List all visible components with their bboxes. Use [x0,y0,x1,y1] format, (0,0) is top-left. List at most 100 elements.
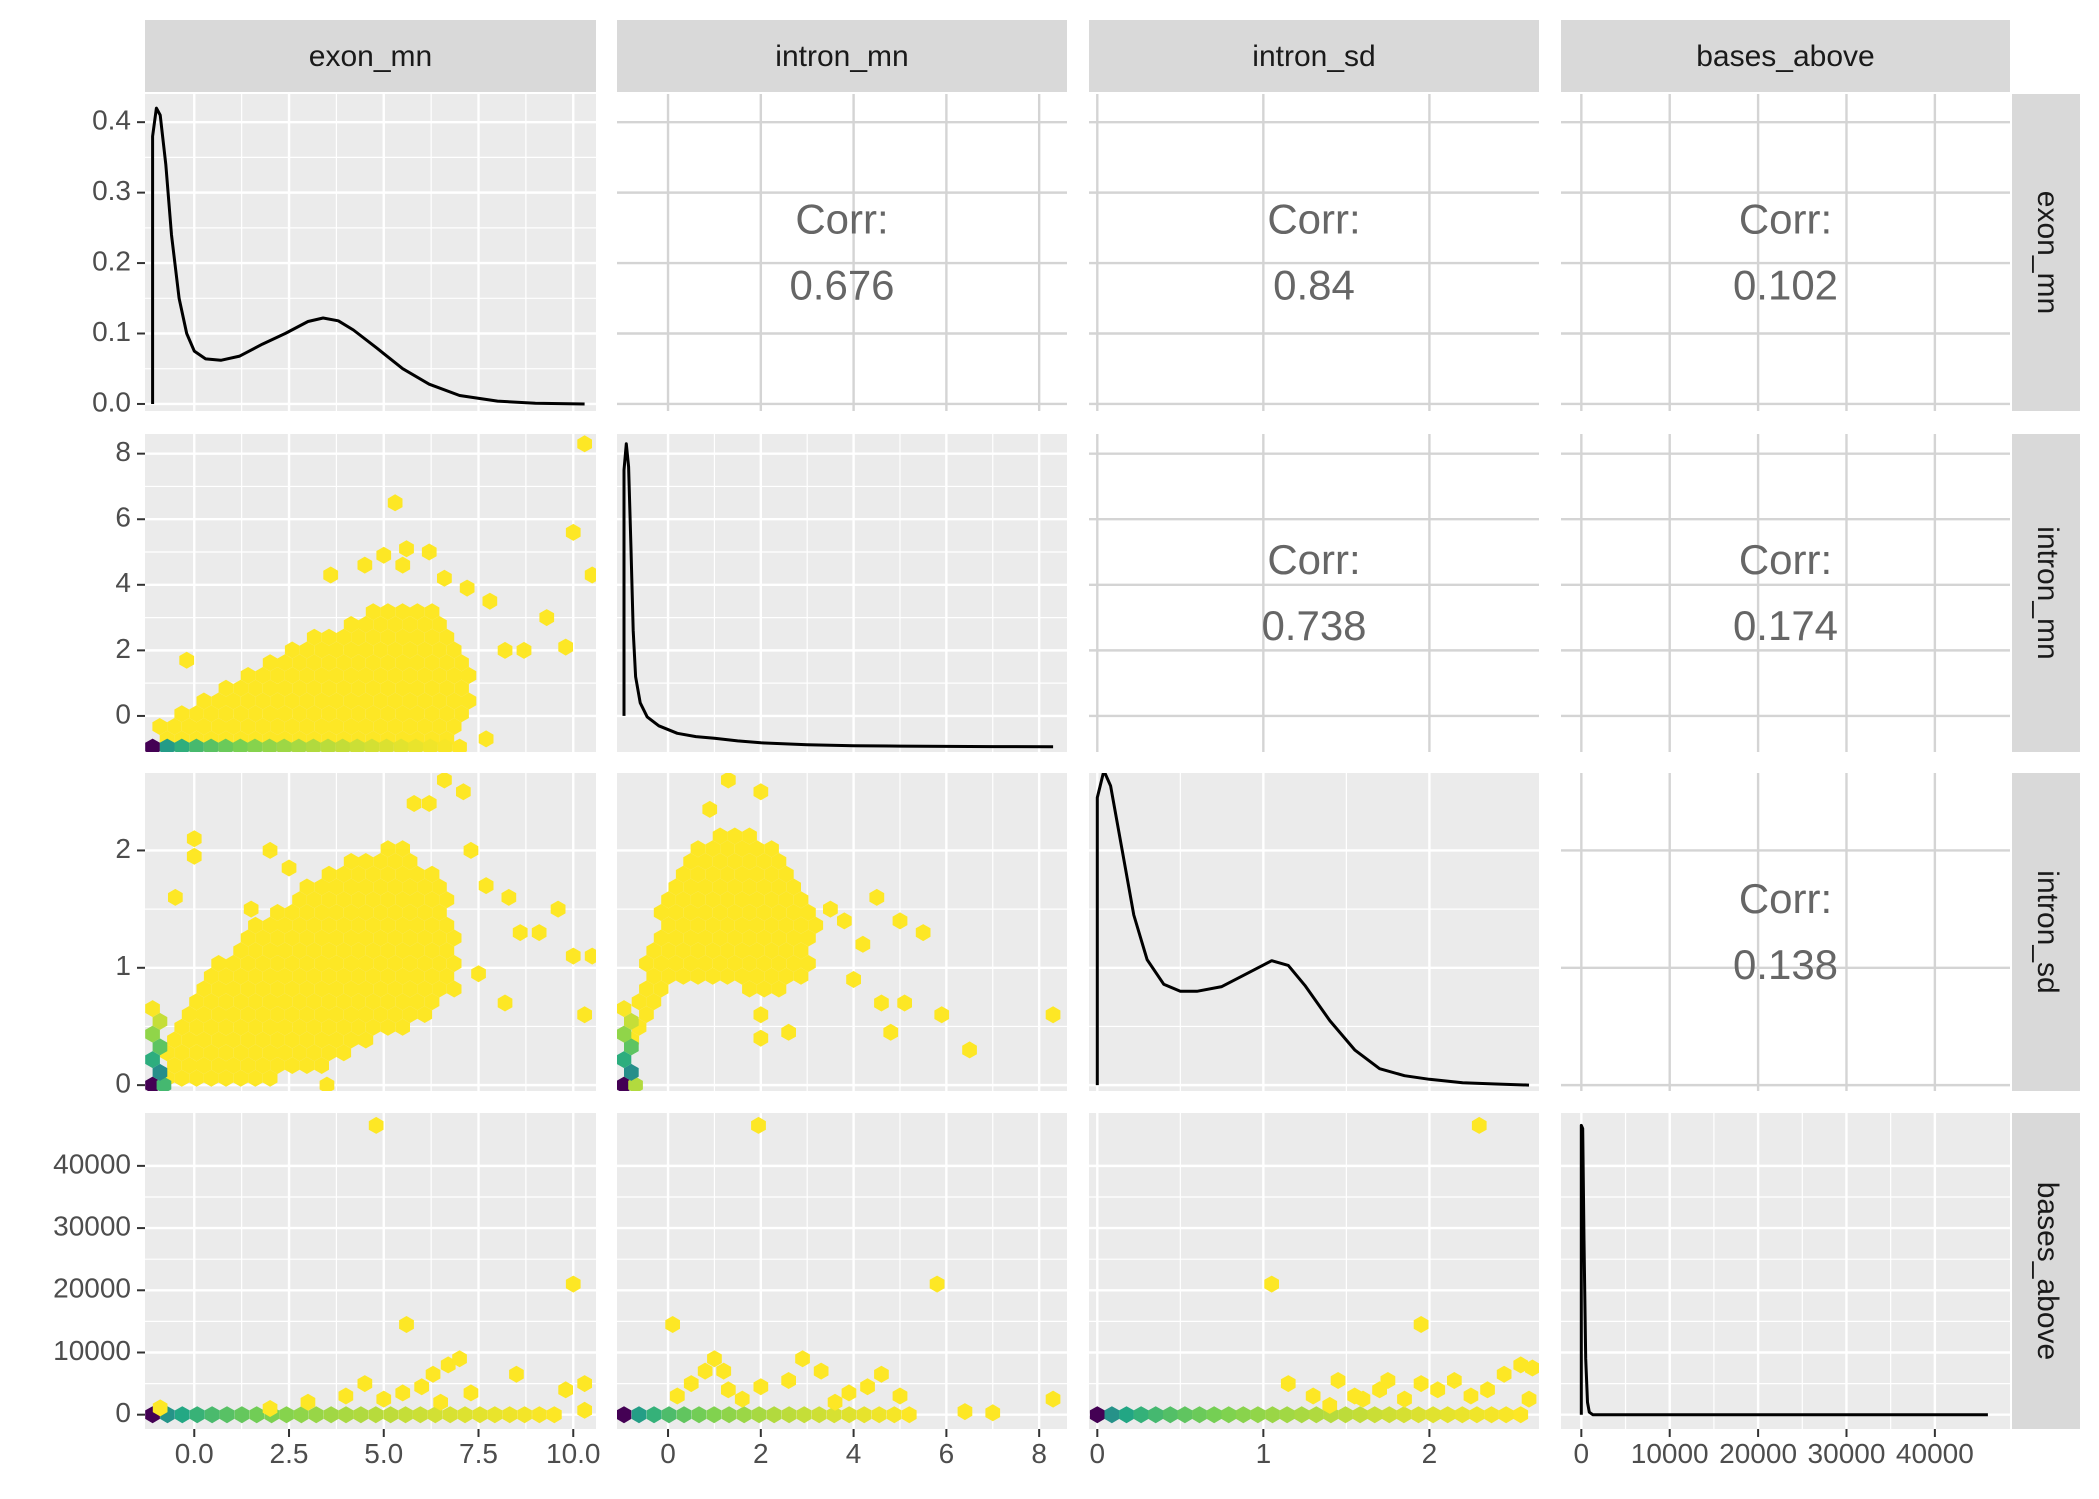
hexbin-cell-sparse [509,1365,524,1383]
panel-intron_mn-bases_above [1561,434,2010,752]
hexbin-cell [432,980,447,998]
hexbin-cell [203,1018,219,1036]
hexbin-cell [373,692,388,710]
hexbin-cell [698,853,713,870]
hexbin-cell [749,942,765,960]
hexbin-cell-dense [203,738,219,752]
hexbin-cell [395,993,410,1011]
hexbin-cell-dense [624,1038,639,1056]
hexbin-cell [262,705,278,723]
hexbin-cell-sparse [1045,1390,1061,1408]
hexbin-cell [646,993,662,1011]
hexbin-cell-sparse [357,1375,373,1393]
hexbin-cell-sparse [421,795,437,812]
hexbin-cell-dense [617,1000,632,1018]
hexbin-cell [727,853,743,870]
hexbin-cell [439,916,455,934]
hexbin-cell [387,878,403,896]
panel-exon_mn-intron_mn [617,94,1067,411]
hexbin-cell [417,1006,433,1023]
hexbin-cell-sparse [512,924,528,942]
density-curve-intron_sd [1095,773,1530,1087]
hexbin-cell-sparse [399,540,414,558]
hexbin-cell [321,628,337,646]
hexbin-cell [742,955,757,972]
hexbin-cell [380,865,396,883]
hexbin-cell-dense [1162,1406,1178,1424]
hexbin-cell [720,840,735,858]
corr-value: 0.174 [1733,602,1838,649]
hexbin-cell-sparse [1471,1116,1487,1134]
hexbin-cell [690,840,706,858]
hexbin-cell [365,628,381,646]
hexbin-cell-sparse [414,1378,429,1396]
hexbin-cell [336,654,352,672]
hexbin-cell [705,865,721,883]
hexbin-cell [248,679,263,697]
hexbin-cell [801,955,816,972]
hexbin-cell-sparse [934,1006,950,1024]
hexbin-cell [174,1018,190,1036]
hexbin-cell [358,955,374,972]
panel-bases_above-intron_sd [1089,1113,1539,1429]
panel-background [617,434,1067,752]
hexbin-cell [410,967,425,985]
hexbin-cell-sparse [1397,1390,1412,1408]
hexbin-cell [329,904,344,921]
hexbin-cell-sparse [846,971,861,988]
hexbin-cell [314,904,329,921]
hexbin-cell [417,641,433,659]
hexbin-cell [410,679,425,697]
hexbin-cell [255,1057,271,1074]
hexbin-cell [292,942,307,960]
hexbin-cell [196,718,212,735]
corr-label: Corr: [1739,196,1832,243]
hexbin-cell [756,955,772,972]
hexbin-cell [675,967,691,985]
hexbin-cell-sparse [463,1384,479,1402]
hexbin-cell [277,1044,293,1062]
hexbin-cell [248,942,263,960]
hexbin-cell-sparse [855,935,871,953]
hexbin-cell [211,1031,226,1049]
hexbin-cell [734,967,750,985]
hexbin-cell [284,929,300,947]
hexbin-cell [262,654,278,672]
hexbin-cell-sparse [281,859,297,877]
hexbin-cell [314,980,329,998]
hexbin-cell-dense [617,1076,632,1091]
hexbin-cell [262,993,278,1011]
hexbin-cell [189,1069,204,1087]
hexbin-cell-sparse [823,900,838,918]
corr-label: Corr: [1267,196,1360,243]
hexbin-cell [675,916,691,934]
strip-top-bases_above: bases_above [1561,20,2010,92]
hexbin-cell-dense [676,1406,692,1424]
hexbin-cell-sparse [421,543,437,561]
hexbin-cell-sparse [323,566,339,584]
hexbin-cell [218,679,234,697]
hexbin-cell [262,942,278,960]
strip-background [1561,20,2010,92]
hexbin-cell-dense [364,738,380,752]
strip-background [2012,94,2080,411]
hexbin-cell [314,1031,329,1049]
y-tick-label: 0 [115,1068,131,1099]
hexbin-cell-sparse [860,1378,875,1396]
hexbin-cell-dense [856,1406,872,1424]
hexbin-cell-dense [262,738,277,752]
hexbin-cell [764,891,779,909]
hexbin-cell-sparse [1521,1390,1537,1408]
hexbin-cell [351,942,366,960]
hexbin-cell [336,679,352,697]
hexbin-cell [189,1018,204,1036]
hexbin-cell [712,929,728,947]
hexbin-cell-dense [308,1406,324,1424]
hexbin-cell-dense [145,1051,160,1069]
hexbin-cell-dense [617,1051,632,1069]
hexbin-cell [786,878,801,896]
hexbin-cell [668,955,684,972]
hexbin-cell [410,942,425,960]
hexbin-cell [181,1031,197,1049]
density-curve-bases_above [1579,1123,1988,1417]
